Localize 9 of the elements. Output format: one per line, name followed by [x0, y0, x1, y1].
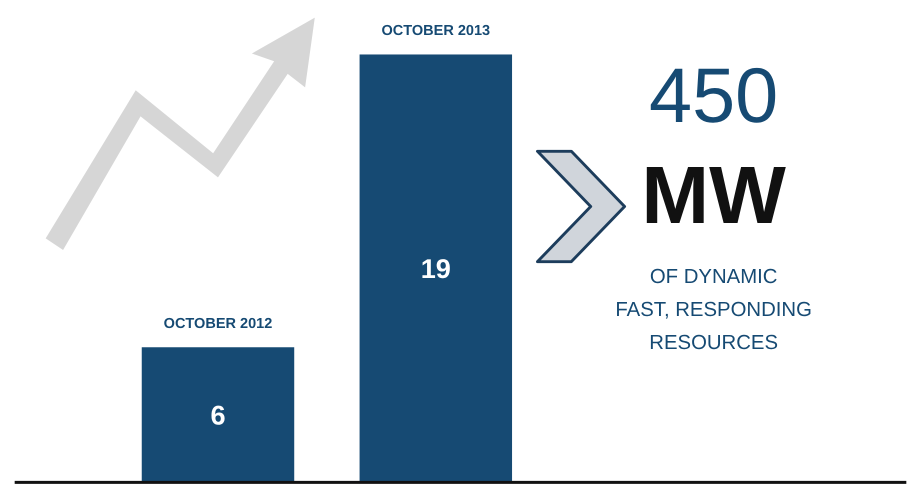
text: OF DYNAMIC: [650, 266, 778, 288]
text: RESOURCES: [649, 332, 778, 354]
x-tick-label: OCTOBER 2012: [164, 316, 272, 332]
text: MW: [641, 150, 786, 241]
data-label: 6: [210, 400, 226, 430]
data-label: 19: [420, 253, 451, 284]
x-tick-label: OCTOBER 2013: [381, 23, 490, 40]
text: 450: [649, 53, 778, 140]
text: FAST, RESPONDING: [615, 298, 812, 321]
